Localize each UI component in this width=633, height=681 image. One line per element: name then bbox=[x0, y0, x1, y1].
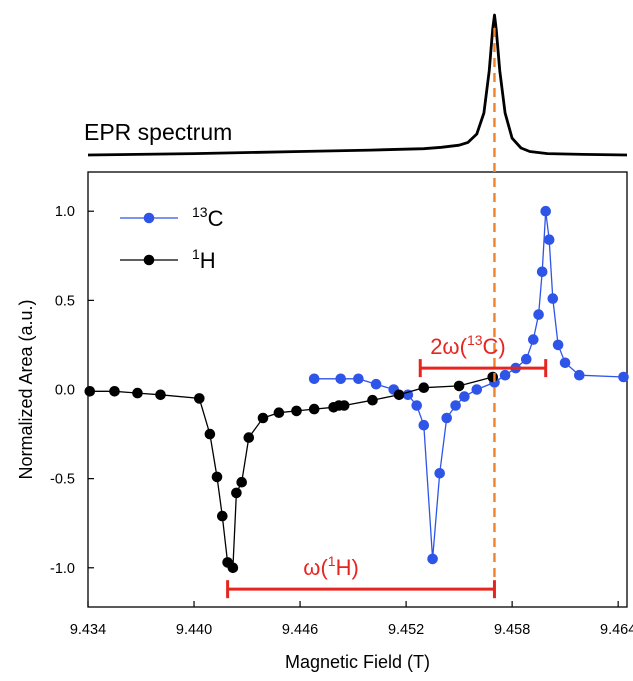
data-point bbox=[427, 553, 438, 565]
data-point bbox=[370, 378, 382, 390]
data-point bbox=[204, 428, 216, 440]
annotation-1: ω(1H) bbox=[226, 553, 496, 599]
y-tick-label: -1.0 bbox=[50, 561, 75, 577]
x-tick-label: 9.446 bbox=[282, 622, 318, 638]
x-tick-label: 9.464 bbox=[600, 622, 633, 638]
data-point bbox=[533, 309, 544, 320]
data-point bbox=[618, 371, 629, 383]
annotation-label-suffix: C) bbox=[483, 334, 506, 359]
legend-label-sup: 13 bbox=[192, 204, 208, 220]
data-point bbox=[308, 403, 320, 415]
x-axis-label: Magnetic Field (T) bbox=[285, 652, 430, 672]
data-point bbox=[536, 266, 548, 278]
data-point bbox=[84, 386, 96, 397]
annotation-label-sup: 1 bbox=[328, 553, 336, 569]
y-tick-label: 1.0 bbox=[55, 204, 75, 220]
legend-entry-h: 1H bbox=[120, 246, 216, 273]
data-point bbox=[155, 389, 166, 401]
legend-label: 13C bbox=[192, 204, 224, 231]
data-point bbox=[574, 369, 585, 381]
annotation-label-suffix: H) bbox=[336, 555, 359, 580]
data-point bbox=[227, 562, 239, 574]
legend-entry-c: 13C bbox=[120, 204, 224, 231]
data-point bbox=[194, 393, 205, 404]
data-point bbox=[291, 405, 302, 417]
legend-label: 1H bbox=[192, 246, 216, 273]
data-point bbox=[418, 419, 430, 431]
annotation-0: 2ω(13C) bbox=[418, 332, 548, 378]
data-point bbox=[217, 510, 228, 522]
data-point bbox=[528, 334, 539, 345]
data-point bbox=[434, 468, 446, 479]
data-point bbox=[540, 205, 551, 217]
data-point bbox=[543, 234, 555, 245]
data-point bbox=[308, 373, 320, 385]
y-tick-label: 0.0 bbox=[55, 383, 75, 399]
data-point bbox=[367, 394, 378, 406]
data-point bbox=[243, 432, 255, 443]
y-tick-label: 0.5 bbox=[55, 293, 75, 309]
annotation-label: ω(1H) bbox=[303, 553, 359, 580]
data-point bbox=[450, 400, 461, 411]
data-point bbox=[257, 412, 269, 424]
annotation-label-sup: 13 bbox=[467, 332, 483, 348]
legend-marker bbox=[143, 212, 155, 224]
data-point bbox=[109, 386, 120, 397]
legend-label-sup: 1 bbox=[192, 246, 200, 262]
data-point bbox=[353, 373, 364, 385]
data-point bbox=[273, 407, 285, 419]
legend-label-text: C bbox=[208, 206, 224, 231]
series-line-c bbox=[314, 211, 624, 559]
y-tick-label: -0.5 bbox=[50, 472, 75, 488]
data-point bbox=[459, 391, 470, 402]
x-tick-label: 9.452 bbox=[388, 622, 424, 638]
data-point bbox=[393, 389, 405, 401]
data-point bbox=[547, 293, 559, 304]
data-point bbox=[441, 412, 453, 424]
data-point bbox=[418, 382, 430, 394]
legend-marker bbox=[143, 254, 155, 266]
series-line-h bbox=[89, 376, 493, 570]
data-point bbox=[231, 487, 242, 499]
data-point bbox=[487, 371, 499, 383]
data-point bbox=[453, 380, 465, 392]
data-point bbox=[338, 400, 350, 411]
epr-spectrum-line bbox=[87, 13, 628, 157]
data-point bbox=[335, 373, 347, 385]
y-axis-label: Normalized Area (a.u.) bbox=[16, 299, 36, 479]
data-point bbox=[559, 357, 571, 369]
data-point bbox=[521, 353, 532, 365]
x-tick-label: 9.440 bbox=[176, 622, 212, 638]
annotation-label: 2ω(13C) bbox=[430, 332, 506, 359]
data-point bbox=[236, 476, 247, 488]
legend-label-text: H bbox=[200, 248, 216, 273]
annotation-label-prefix: 2ω( bbox=[430, 334, 467, 359]
x-tick-label: 9.458 bbox=[494, 622, 530, 638]
data-point bbox=[552, 339, 564, 351]
epr-spectrum-label: EPR spectrum bbox=[84, 119, 232, 145]
data-point bbox=[132, 387, 143, 399]
data-point bbox=[211, 471, 223, 483]
x-tick-label: 9.434 bbox=[70, 622, 106, 638]
data-point bbox=[499, 369, 511, 381]
data-point bbox=[471, 384, 483, 395]
annotation-label-prefix: ω( bbox=[303, 555, 328, 580]
data-point bbox=[411, 400, 423, 411]
